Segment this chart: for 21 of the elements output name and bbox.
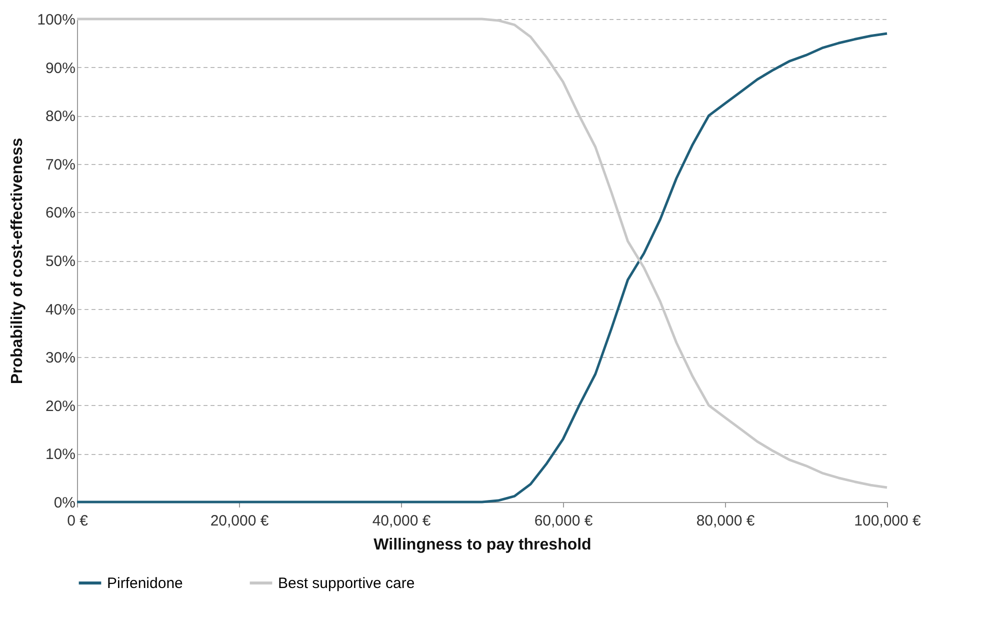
y-tick-label: 10% (45, 446, 76, 464)
y-tick-label: 100% (37, 12, 76, 28)
y-tick-label: 0% (54, 494, 76, 512)
x-tick-label: 60,000 € (534, 512, 594, 530)
x-tick-label: 40,000 € (372, 512, 432, 530)
y-tick-label: 40% (45, 301, 76, 318)
x-tick-label: 20,000 € (210, 512, 270, 530)
y-axis-title: Probability of cost-effectiveness (9, 138, 26, 384)
x-tick-label: 0 € (67, 512, 89, 530)
y-tick-label: 20% (45, 398, 76, 415)
y-tick-label: 30% (45, 350, 76, 367)
y-tick-label: 70% (45, 156, 76, 174)
legend-label: Best supportive care (278, 575, 415, 592)
y-tick-label: 50% (45, 253, 76, 270)
x-axis-title: Willingness to pay threshold (374, 536, 592, 554)
legend-label: Pirfenidone (107, 575, 183, 592)
y-tick-label: 60% (45, 204, 76, 222)
x-tick-label: 100,000 € (854, 512, 922, 530)
y-tick-label: 80% (45, 108, 76, 126)
x-tick-label: 80,000 € (696, 512, 756, 530)
y-tick-label: 90% (45, 60, 76, 77)
